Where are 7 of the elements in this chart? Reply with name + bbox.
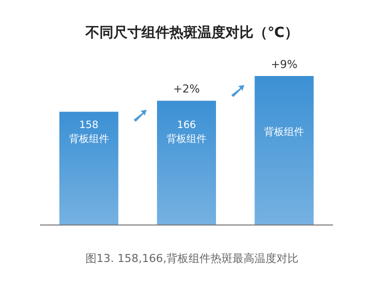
caption: 图13. 158,166,背板组件热斑最高温度对比 [86, 252, 298, 265]
annotation: +2% [173, 82, 200, 96]
chart-title: 不同尺寸组件热斑温度对比（℃） [84, 24, 298, 41]
x-tick-label: 166 背板组件 [166, 120, 206, 145]
x-tick-label: 背板组件 [264, 126, 304, 138]
x-tick-label: 158 背板组件 [68, 120, 109, 145]
annotation: +9% [270, 58, 298, 71]
